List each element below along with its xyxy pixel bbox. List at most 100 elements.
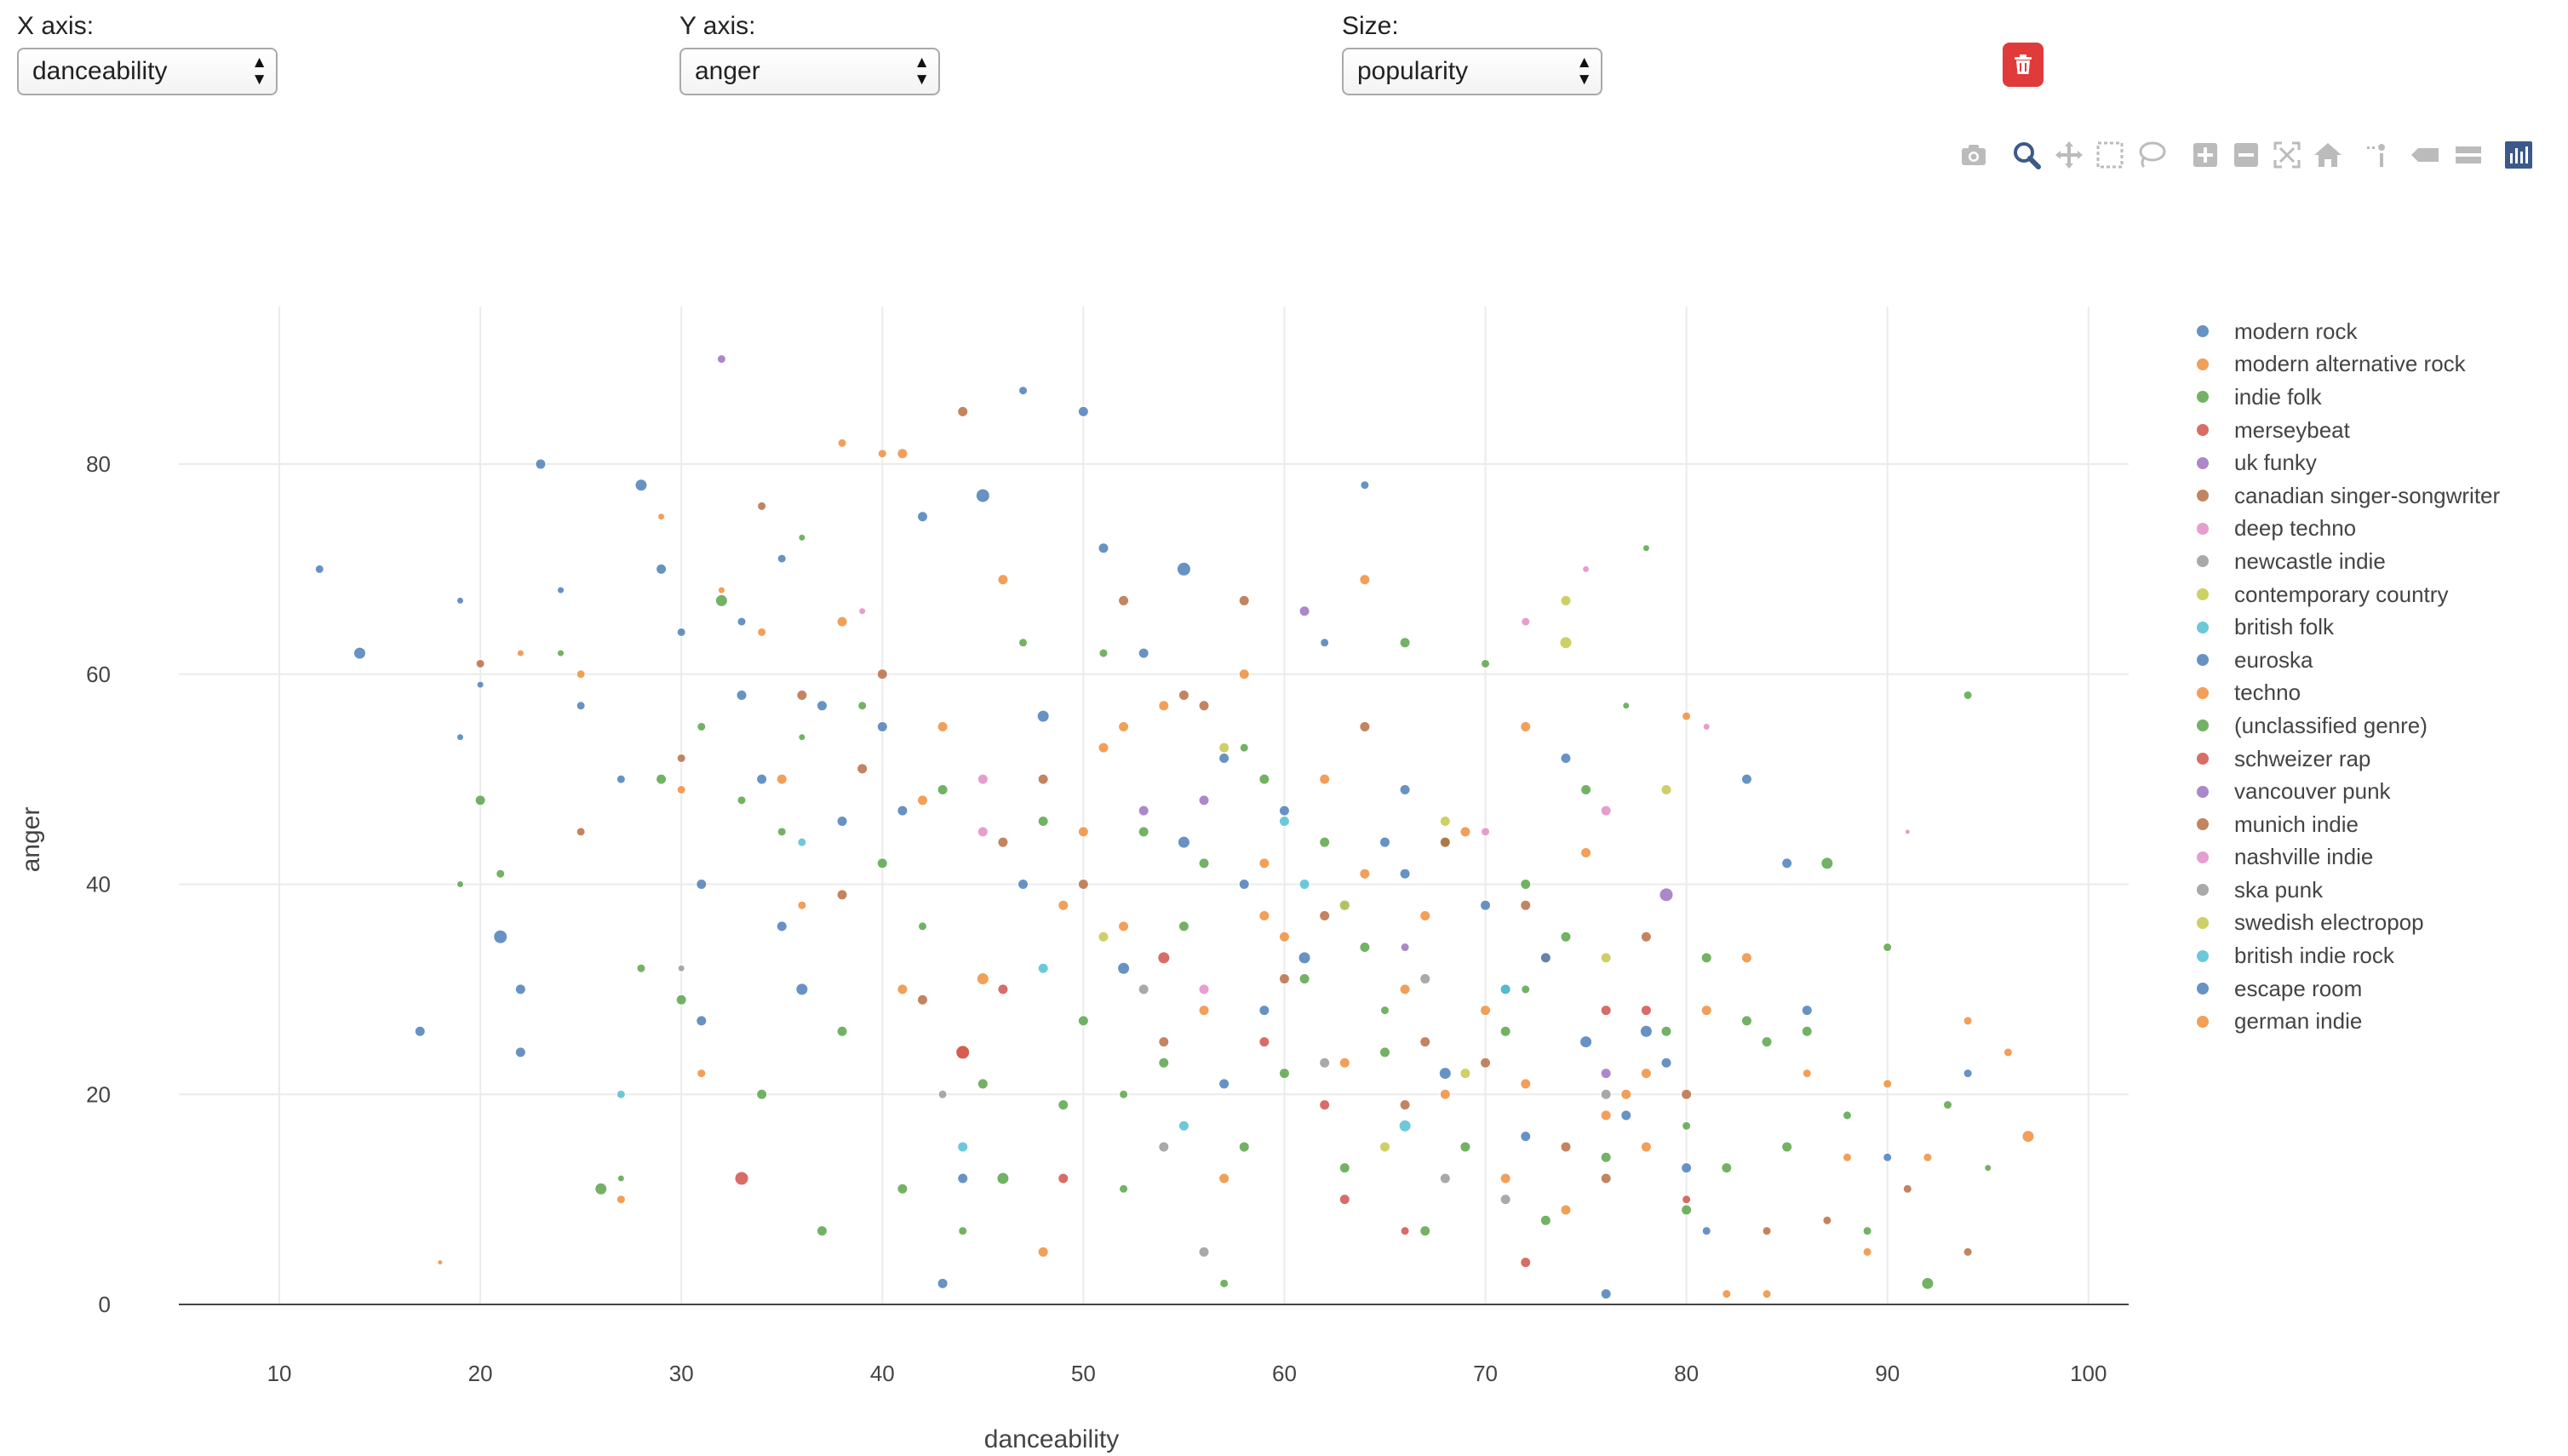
- data-point: [1439, 816, 1451, 828]
- data-point: [1963, 1247, 1973, 1257]
- legend-item[interactable]: schweizer rap: [2188, 742, 2500, 776]
- data-point: [1399, 1099, 1411, 1111]
- legend-item[interactable]: british indie rock: [2188, 939, 2500, 972]
- data-point: [1399, 868, 1411, 880]
- data-point: [1338, 1194, 1350, 1206]
- x-axis-select[interactable]: danceability ▲ ▼: [17, 48, 278, 95]
- legend-marker: [2197, 358, 2209, 370]
- data-point: [1481, 827, 1491, 837]
- legend-item[interactable]: vancouver punk: [2188, 775, 2500, 808]
- lasso-icon[interactable]: [2132, 136, 2170, 174]
- y-axis-select[interactable]: anger ▲ ▼: [679, 48, 940, 95]
- legend-marker: [2197, 686, 2209, 699]
- data-point: [656, 773, 668, 785]
- data-point: [1842, 1152, 1852, 1162]
- data-point: [1258, 857, 1270, 869]
- legend-item[interactable]: escape room: [2188, 972, 2500, 1006]
- data-point: [736, 689, 748, 701]
- data-point: [474, 794, 486, 806]
- camera-icon[interactable]: [1955, 136, 1992, 174]
- legend-item[interactable]: techno: [2188, 677, 2500, 710]
- data-point: [676, 627, 686, 637]
- data-point: [1138, 826, 1149, 838]
- data-point: [1984, 1164, 1992, 1172]
- legend-item[interactable]: british folk: [2188, 610, 2500, 644]
- legend-item[interactable]: euroska: [2188, 644, 2500, 677]
- hover-closest-icon[interactable]: [2406, 136, 2444, 174]
- y-tick-label: 60: [86, 662, 111, 687]
- data-point: [1198, 857, 1210, 869]
- legend-item[interactable]: (unclassified genre): [2188, 709, 2500, 742]
- legend-marker: [2197, 456, 2209, 469]
- legend-label: newcastle indie: [2234, 547, 2386, 574]
- chart-legend: modern rock modern alternative rock indie …: [2188, 315, 2500, 1038]
- legend-item[interactable]: nashville indie: [2188, 841, 2500, 874]
- data-point: [616, 1174, 625, 1183]
- data-point: [1158, 1057, 1170, 1069]
- size-control: Size: popularity ▲ ▼: [1342, 12, 1602, 95]
- legend-item[interactable]: modern alternative rock: [2188, 348, 2500, 381]
- data-point: [734, 1171, 749, 1186]
- data-point: [1600, 1151, 1612, 1163]
- data-point: [1781, 1141, 1793, 1153]
- data-point: [1963, 690, 1973, 700]
- legend-item[interactable]: german indie: [2188, 1005, 2500, 1038]
- zoom-in-icon[interactable]: [2187, 136, 2224, 174]
- data-point: [714, 593, 728, 607]
- data-point: [1398, 1119, 1412, 1132]
- legend-item[interactable]: newcastle indie: [2188, 545, 2500, 578]
- data-point: [1238, 668, 1250, 680]
- data-point: [1560, 931, 1572, 943]
- home-icon[interactable]: [2309, 136, 2347, 174]
- pan-icon[interactable]: [2050, 136, 2088, 174]
- data-point: [476, 680, 484, 689]
- legend-item[interactable]: contemporary country: [2188, 578, 2500, 611]
- data-point: [1842, 1110, 1852, 1121]
- data-point: [716, 354, 726, 364]
- legend-marker: [2197, 325, 2209, 338]
- legend-item[interactable]: munich indie: [2188, 808, 2500, 841]
- x-tick-label: 80: [1674, 1361, 1699, 1386]
- zoom-out-icon[interactable]: [2227, 136, 2265, 174]
- legend-marker: [2197, 1015, 2209, 1028]
- autoscale-icon[interactable]: [2268, 136, 2306, 174]
- hover-compare-icon[interactable]: [2449, 136, 2486, 174]
- data-point: [1098, 742, 1109, 754]
- data-point: [1138, 647, 1149, 659]
- data-point: [1158, 1141, 1170, 1153]
- plotly-logo-icon[interactable]: [2500, 136, 2537, 174]
- data-point: [1579, 1035, 1593, 1049]
- legend-label: british indie rock: [2234, 943, 2394, 969]
- data-point: [1439, 1172, 1451, 1184]
- data-point: [1560, 594, 1572, 606]
- legend-item[interactable]: deep techno: [2188, 513, 2500, 546]
- data-point: [757, 627, 767, 637]
- data-point: [1239, 742, 1249, 753]
- legend-item[interactable]: uk funky: [2188, 446, 2500, 479]
- legend-item[interactable]: swedish electropop: [2188, 907, 2500, 940]
- legend-item[interactable]: merseybeat: [2188, 414, 2500, 447]
- legend-label: swedish electropop: [2234, 909, 2424, 936]
- legend-marker: [2197, 654, 2209, 667]
- data-point: [1902, 1184, 1912, 1194]
- data-point: [634, 479, 648, 492]
- data-point: [1660, 783, 1672, 795]
- legend-label: munich indie: [2234, 811, 2359, 837]
- legend-item[interactable]: canadian singer-songwriter: [2188, 479, 2500, 513]
- legend-item[interactable]: modern rock: [2188, 315, 2500, 348]
- legend-item[interactable]: indie folk: [2188, 381, 2500, 414]
- data-point: [1298, 973, 1310, 985]
- box-select-icon[interactable]: [2091, 136, 2129, 174]
- data-point: [1682, 1195, 1692, 1205]
- zoom-icon[interactable]: [2008, 136, 2045, 174]
- data-point: [977, 1078, 989, 1090]
- spike-lines-icon[interactable]: [2362, 136, 2399, 174]
- delete-button[interactable]: [2003, 43, 2044, 87]
- legend-item[interactable]: ska punk: [2188, 874, 2500, 907]
- legend-label: techno: [2234, 679, 2301, 706]
- size-select[interactable]: popularity ▲ ▼: [1342, 48, 1602, 95]
- data-point: [1098, 542, 1109, 554]
- data-point: [1098, 931, 1109, 943]
- x-tick-label: 90: [1875, 1361, 1900, 1386]
